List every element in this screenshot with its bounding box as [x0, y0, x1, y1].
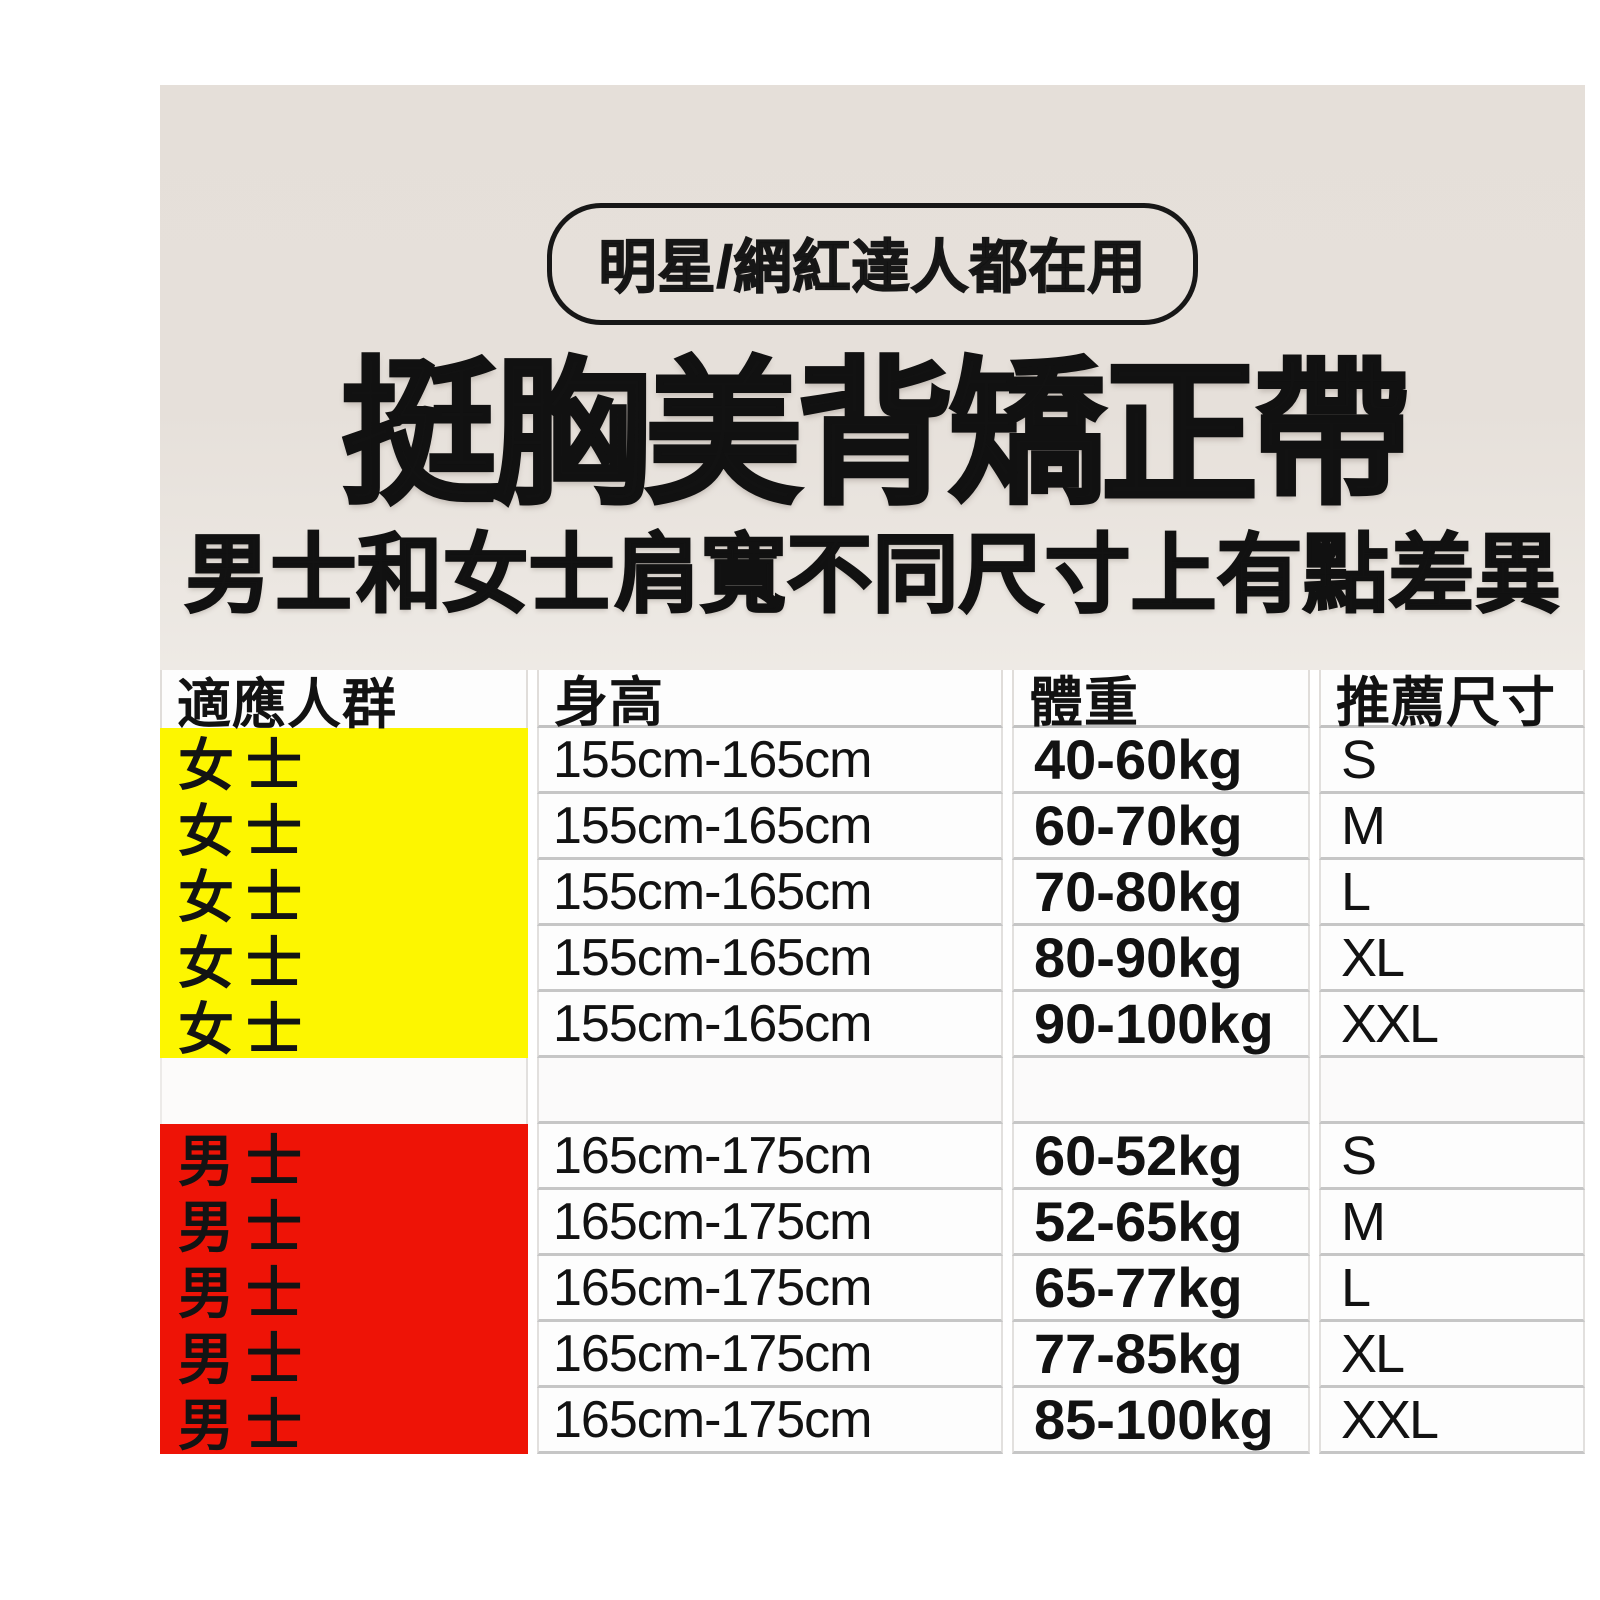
group-label: 男士	[178, 1327, 314, 1391]
group-label: 女士	[178, 865, 314, 929]
header-weight: 體重	[1012, 670, 1310, 733]
group-label: 女士	[178, 997, 314, 1061]
weight-cell: 90-100kg	[1012, 992, 1310, 1058]
group-label: 女士	[178, 931, 314, 995]
badge-pill: 明星/網紅達人都在用	[547, 203, 1198, 325]
height-cell: 155cm-165cm	[537, 926, 1003, 992]
weight-cell: 85-100kg	[1012, 1388, 1310, 1454]
size-cell: XL	[1319, 1322, 1585, 1388]
size-cell: XXL	[1319, 1388, 1585, 1454]
height-cell: 155cm-165cm	[537, 860, 1003, 926]
product-title: 挺胸美背矯正帶	[339, 346, 1412, 525]
size-cell: XL	[1319, 926, 1585, 992]
group-label: 女士	[178, 733, 314, 797]
badge-label: 明星/網紅達人都在用	[598, 234, 1147, 301]
group-label: 男士	[178, 1393, 314, 1457]
height-cell: 165cm-175cm	[537, 1190, 1003, 1256]
size-cell: L	[1319, 1256, 1585, 1322]
weight-cell: 52-65kg	[1012, 1190, 1310, 1256]
spacer-cell	[1319, 1058, 1585, 1124]
men-group-block: 男士 男士 男士 男士 男士	[160, 1124, 528, 1457]
weight-cell: 80-90kg	[1012, 926, 1310, 992]
weight-cell: 77-85kg	[1012, 1322, 1310, 1388]
group-label: 男士	[178, 1195, 314, 1259]
column-size: 推薦尺寸 S M L XL XXL S M L XL XXL	[1319, 670, 1585, 1454]
size-cell: L	[1319, 860, 1585, 926]
height-cell: 165cm-175cm	[537, 1256, 1003, 1322]
weight-cell: 70-80kg	[1012, 860, 1310, 926]
weight-cell: 65-77kg	[1012, 1256, 1310, 1322]
height-cell: 155cm-165cm	[537, 728, 1003, 794]
height-cell: 165cm-175cm	[537, 1388, 1003, 1454]
height-cell: 155cm-165cm	[537, 992, 1003, 1058]
group-label: 男士	[178, 1129, 314, 1193]
size-cell: S	[1319, 1124, 1585, 1190]
size-cell: M	[1319, 1190, 1585, 1256]
women-group-block: 女士 女士 女士 女士 女士	[160, 728, 528, 1061]
size-cell: M	[1319, 794, 1585, 860]
header-size: 推薦尺寸	[1319, 670, 1585, 733]
subtitle: 男士和女士肩寬不同尺寸上有點差異	[184, 526, 1562, 623]
weight-cell: 40-60kg	[1012, 728, 1310, 794]
height-cell: 165cm-175cm	[537, 1322, 1003, 1388]
column-height: 身高 155cm-165cm 155cm-165cm 155cm-165cm 1…	[537, 670, 1003, 1454]
column-group: 適應人群 女士 女士 女士 女士 女士 男士 男士 男士 男士 男士	[160, 670, 528, 1457]
size-table: 適應人群 女士 女士 女士 女士 女士 男士 男士 男士 男士 男士 身高 15…	[160, 670, 1585, 1457]
column-weight: 體重 40-60kg 60-70kg 70-80kg 80-90kg 90-10…	[1012, 670, 1310, 1454]
spacer-row	[160, 1058, 528, 1124]
spacer-cell	[537, 1058, 1003, 1124]
group-label: 男士	[178, 1261, 314, 1325]
weight-cell: 60-52kg	[1012, 1124, 1310, 1190]
weight-cell: 60-70kg	[1012, 794, 1310, 860]
height-cell: 155cm-165cm	[537, 794, 1003, 860]
height-cell: 165cm-175cm	[537, 1124, 1003, 1190]
size-cell: XXL	[1319, 992, 1585, 1058]
hero-section: 明星/網紅達人都在用 挺胸美背矯正帶 男士和女士肩寬不同尺寸上有點差異	[160, 85, 1585, 670]
group-label: 女士	[178, 799, 314, 863]
size-cell: S	[1319, 728, 1585, 794]
header-height: 身高	[537, 670, 1003, 733]
spacer-cell	[1012, 1058, 1310, 1124]
header-group: 適應人群	[160, 670, 528, 735]
